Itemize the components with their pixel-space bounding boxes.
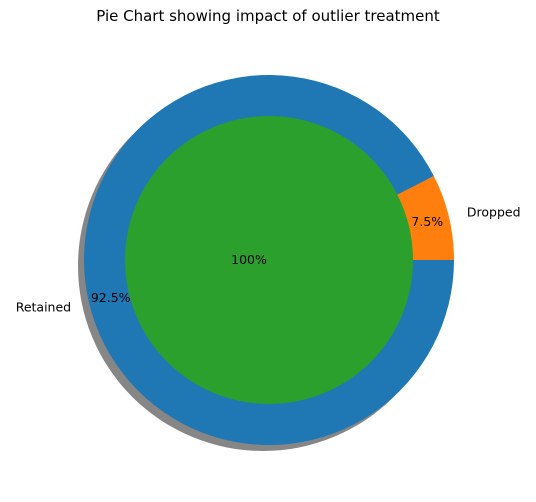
pct-label-dropped: 7.5%: [411, 214, 443, 229]
slice-label-retained: Retained: [16, 300, 71, 315]
inner-slice-0: [125, 116, 413, 404]
slice-labels: Dropped 7.5% Retained 92.5% 100%: [16, 204, 521, 314]
inner-pct-label: 100%: [231, 252, 267, 267]
slice-label-dropped: Dropped: [467, 204, 521, 219]
inner-pie: [125, 116, 413, 404]
pct-label-retained: 92.5%: [91, 290, 131, 305]
chart-title: Pie Chart showing impact of outlier trea…: [96, 7, 440, 25]
